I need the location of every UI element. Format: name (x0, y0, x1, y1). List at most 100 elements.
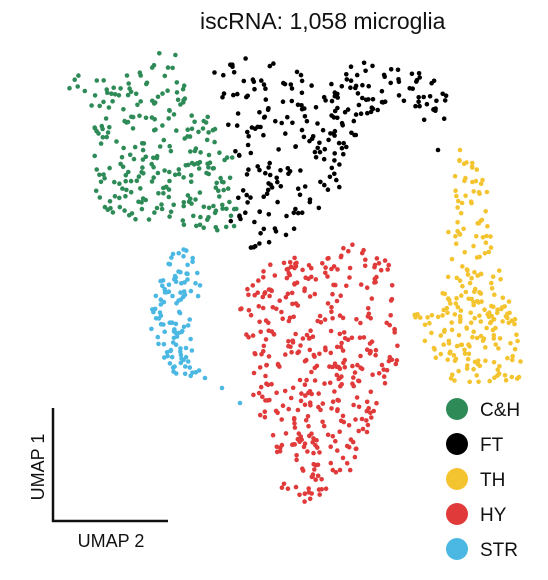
scatter-point (264, 191, 270, 196)
scatter-point (474, 255, 480, 260)
scatter-point (110, 210, 116, 215)
scatter-point (348, 78, 354, 83)
scatter-point (248, 195, 253, 200)
scatter-point (268, 262, 273, 268)
scatter-point (261, 194, 267, 199)
scatter-point (510, 353, 515, 359)
scatter-point (365, 422, 371, 428)
scatter-point (342, 336, 348, 341)
scatter-point (262, 291, 267, 296)
scatter-point (245, 200, 250, 205)
scatter-point (168, 209, 174, 215)
scatter-point (112, 179, 117, 185)
scatter-point (181, 175, 186, 180)
scatter-point (332, 361, 338, 367)
scatter-point (162, 168, 167, 173)
scatter-point (161, 341, 167, 347)
scatter-point (327, 174, 333, 180)
scatter-point (206, 205, 212, 211)
scatter-point (337, 162, 342, 167)
scatter-point (309, 136, 315, 141)
scatter-point (174, 128, 179, 133)
scatter-point (179, 356, 184, 361)
scatter-point (181, 222, 187, 228)
scatter-point (246, 308, 252, 313)
scatter-point (478, 319, 484, 324)
scatter-point (356, 102, 362, 108)
scatter-point (289, 290, 295, 296)
scatter-point (316, 391, 322, 396)
scatter-point (210, 166, 216, 171)
scatter-point (258, 329, 264, 335)
scatter-point (462, 250, 468, 255)
scatter-point (220, 206, 225, 211)
scatter-point (156, 316, 162, 321)
scatter-point (319, 487, 325, 492)
scatter-point (450, 372, 455, 378)
scatter-point (231, 206, 237, 212)
scatter-point (112, 194, 118, 199)
scatter-point (373, 352, 378, 358)
scatter-point (317, 313, 323, 319)
scatter-point (261, 82, 267, 87)
scatter-point (429, 330, 434, 336)
scatter-point (281, 481, 287, 487)
scatter-point (470, 334, 475, 340)
scatter-point (101, 99, 106, 105)
scatter-point (292, 281, 297, 286)
scatter-point (151, 62, 157, 68)
scatter-point (286, 406, 292, 412)
scatter-point (266, 320, 271, 326)
scatter-point (328, 131, 333, 136)
scatter-point (292, 425, 298, 430)
scatter-point (288, 395, 294, 401)
scatter-point (491, 359, 497, 365)
scatter-point (316, 404, 321, 410)
scatter-point (265, 107, 271, 113)
scatter-point (219, 385, 225, 391)
scatter-point (454, 343, 460, 349)
scatter-point (92, 93, 98, 98)
scatter-point (140, 165, 145, 170)
scatter-point (336, 364, 342, 370)
scatter-point (496, 268, 502, 273)
scatter-point (467, 280, 473, 286)
scatter-point (466, 342, 471, 347)
scatter-point (246, 167, 251, 172)
scatter-point (280, 99, 286, 104)
scatter-point (140, 196, 146, 201)
scatter-point (235, 111, 241, 116)
scatter-point (102, 176, 107, 181)
scatter-point (317, 492, 323, 497)
scatter-point (97, 172, 102, 178)
scatter-point (302, 382, 308, 388)
scatter-point (128, 189, 134, 195)
scatter-point (272, 273, 278, 278)
scatter-point (338, 418, 344, 424)
scatter-point (185, 193, 191, 198)
scatter-point (307, 400, 313, 406)
scatter-point (121, 107, 126, 112)
scatter-point (245, 142, 251, 148)
scatter-point (464, 325, 469, 330)
scatter-point (416, 95, 422, 100)
scatter-point (368, 349, 373, 355)
scatter-point (98, 141, 104, 146)
scatter-point (364, 285, 370, 291)
scatter-point (260, 394, 265, 400)
scatter-point (417, 103, 422, 109)
scatter-point (480, 338, 486, 344)
scatter-point (190, 259, 195, 265)
scatter-point (170, 293, 175, 299)
scatter-point (190, 255, 195, 261)
scatter-point (347, 265, 353, 271)
scatter-point (263, 337, 269, 342)
scatter-point (332, 108, 338, 114)
scatter-point (215, 227, 220, 233)
legend-item: FT (446, 433, 504, 456)
scatter-point (284, 275, 290, 281)
scatter-point (255, 124, 260, 130)
scatter-point (306, 423, 311, 429)
scatter-point (166, 282, 172, 288)
scatter-point (332, 158, 337, 163)
